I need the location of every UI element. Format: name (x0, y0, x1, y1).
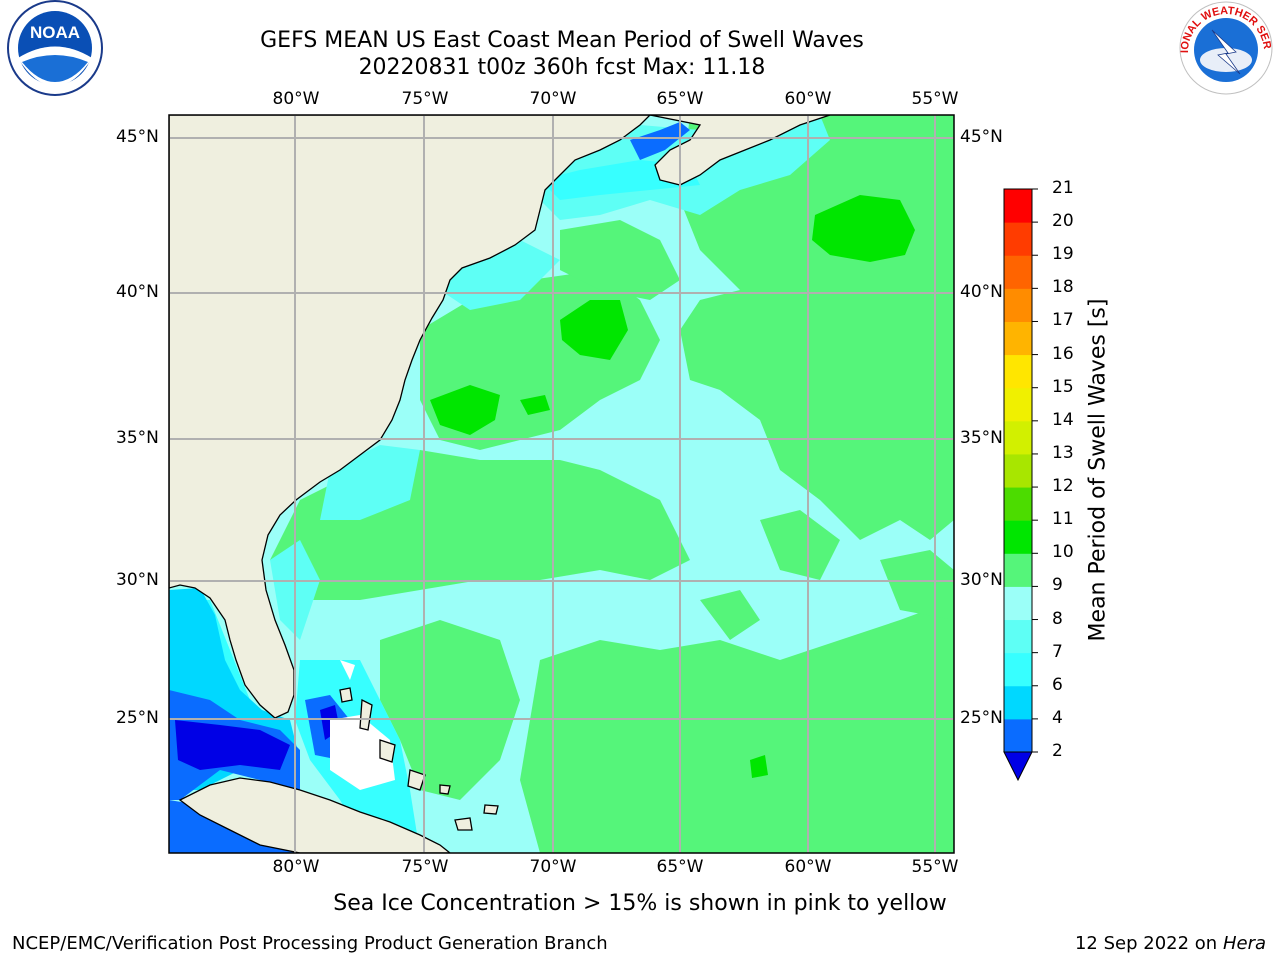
colorbar-segment (1004, 222, 1032, 256)
colorbar-segment (1004, 718, 1032, 753)
map-border (168, 114, 955, 854)
lon-label-bottom: 60°W (784, 857, 832, 877)
colorbar-tick-label: 11 (1052, 509, 1074, 530)
land (169, 115, 831, 853)
colorbar-border (1003, 188, 1033, 753)
colorbar-segment (1004, 487, 1032, 521)
colorbar-segment (1004, 520, 1032, 554)
colorbar-tick-label: 6 (1052, 674, 1063, 695)
colorbar-tick-label: 10 (1052, 542, 1074, 563)
colorbar (1003, 188, 1038, 782)
lat-label-right: 30°N (960, 570, 1003, 590)
lon-label-top: 65°W (656, 89, 704, 109)
colorbar-tick-label: 16 (1052, 343, 1074, 364)
colorbar-segment (1004, 354, 1032, 389)
colorbar-tick-label: 14 (1052, 409, 1074, 430)
lat-label-left: 30°N (116, 570, 159, 590)
lat-label-right: 25°N (960, 708, 1003, 728)
chart-title: GEFS MEAN US East Coast Mean Period of S… (260, 28, 864, 53)
colorbar-segment (1004, 321, 1032, 356)
colorbar-segment (1004, 652, 1032, 687)
footer-machine: Hera (1222, 933, 1266, 954)
footer-credit: NCEP/EMC/Verification Post Processing Pr… (12, 933, 608, 954)
colorbar-tick-label: 21 (1052, 178, 1074, 198)
lon-label-top: 75°W (401, 89, 449, 109)
lon-label-top: 70°W (529, 89, 577, 109)
colorbar-under-extend (1003, 751, 1033, 782)
lat-label-right: 45°N (960, 127, 1003, 147)
colorbar-segment (1004, 420, 1032, 455)
swell-10-11-regions (430, 195, 915, 778)
colorbar-segment (1004, 255, 1032, 289)
lon-label-bottom: 55°W (911, 857, 959, 877)
noaa-logo-text: NOAA (30, 23, 80, 42)
lon-label-bottom: 80°W (272, 857, 320, 877)
noaa-logo: NOAA (7, 0, 103, 96)
lon-label-bottom: 75°W (401, 857, 449, 877)
footer-date: 12 Sep 2022 on Hera (1075, 933, 1266, 954)
sea-ice-note: Sea Ice Concentration > 15% is shown in … (333, 891, 947, 916)
colorbar-tick-label: 12 (1052, 476, 1074, 497)
colorbar-tick-label: 18 (1052, 277, 1074, 298)
colorbar-tick-label: 17 (1052, 310, 1074, 331)
colorbar-tick-label: 2 (1052, 741, 1063, 761)
lat-label-left: 25°N (116, 708, 159, 728)
lat-label-left: 35°N (116, 428, 159, 448)
colorbar-tick-label: 19 (1052, 244, 1074, 265)
graticule (169, 115, 954, 853)
colorbar-segment (1004, 387, 1032, 422)
lat-label-left: 40°N (116, 282, 159, 302)
colorbar-tick-label: 7 (1052, 641, 1063, 662)
colorbar-tick-label: 15 (1052, 376, 1074, 397)
colorbar-segment (1004, 189, 1032, 223)
chart-subtitle: 20220831 t00z 360h fcst Max: 11.18 (358, 55, 766, 80)
colorbar-tick-label: 8 (1052, 608, 1063, 629)
lon-label-bottom: 70°W (529, 857, 577, 877)
colorbar-segment (1004, 453, 1032, 488)
lat-label-right: 40°N (960, 282, 1003, 302)
colorbar-tick-label: 13 (1052, 442, 1074, 463)
footer-date-text: 12 Sep 2022 on (1074, 933, 1218, 954)
lon-label-top: 80°W (272, 89, 320, 109)
lon-label-top: 55°W (911, 89, 959, 109)
colorbar-label: Mean Period of Swell Waves [s] (1085, 298, 1111, 642)
lat-label-right: 35°N (960, 428, 1003, 448)
map-canvas (169, 115, 954, 853)
colorbar-segment (1004, 685, 1032, 720)
colorbar-segment (1004, 586, 1032, 621)
colorbar-segment (1004, 288, 1032, 322)
colorbar-tick-label: 4 (1052, 707, 1063, 728)
colorbar-segment (1004, 619, 1032, 654)
lat-label-left: 45°N (116, 127, 159, 147)
lon-label-top: 60°W (784, 89, 832, 109)
lon-label-bottom: 65°W (656, 857, 704, 877)
colorbar-tick-label: 20 (1052, 211, 1074, 232)
colorbar-tick-label: 9 (1052, 575, 1063, 596)
colorbar-segment (1004, 553, 1032, 587)
